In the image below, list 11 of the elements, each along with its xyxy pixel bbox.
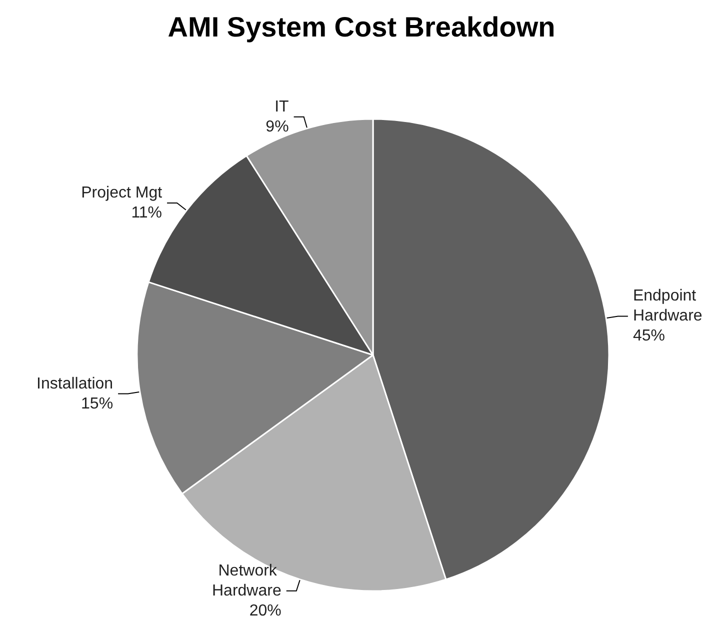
- data-label: 15%: [81, 395, 114, 412]
- chart-title: AMI System Cost Breakdown: [168, 12, 556, 42]
- data-label: 9%: [266, 118, 289, 136]
- slice-label: IT: [274, 98, 290, 116]
- slice-label: Project Mgt: [81, 184, 163, 202]
- slice-label: Installation: [36, 375, 114, 392]
- data-label: 11%: [131, 204, 162, 222]
- data-label: 20%: [249, 602, 282, 620]
- data-label: 45%: [632, 328, 665, 345]
- slice-label: Endpoint Hardware: [632, 288, 702, 325]
- slice-label: Network Hardware: [212, 562, 282, 600]
